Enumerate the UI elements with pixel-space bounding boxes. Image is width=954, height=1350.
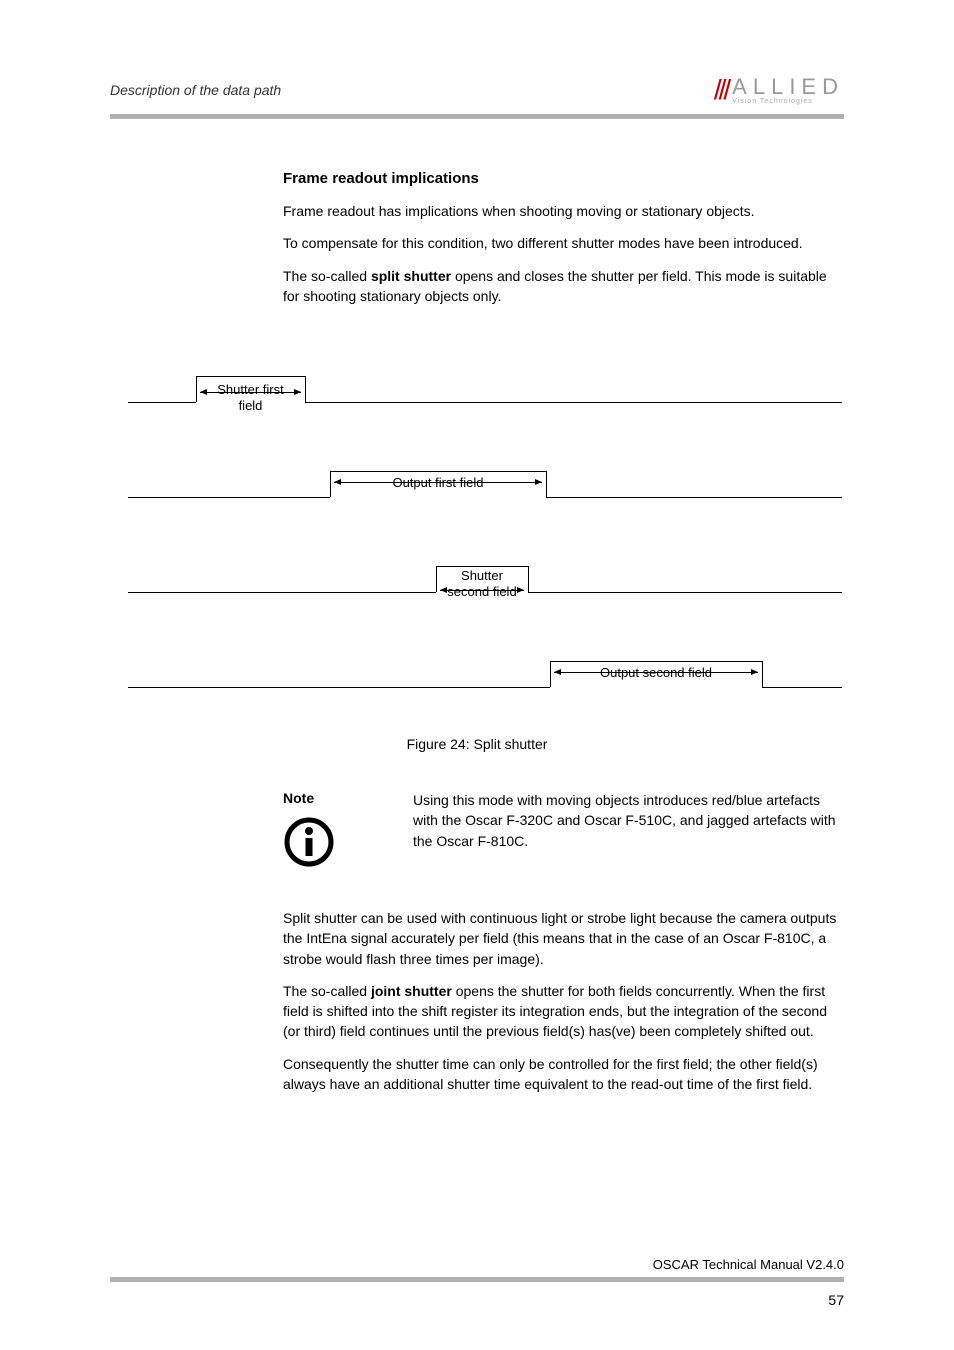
row1-arrow: [200, 392, 301, 393]
body2-p1: Split shutter can be used with continuou…: [283, 908, 844, 969]
row2-fall: [546, 471, 547, 497]
row3-high: [436, 566, 528, 567]
p3-term: split shutter: [371, 268, 451, 284]
paragraph-1: Frame readout has implications when shoo…: [283, 201, 844, 221]
row2-baseline-right: [546, 497, 842, 498]
row2-arrow: [334, 482, 542, 483]
timing-diagram: Shutter first field Output first field S…: [110, 342, 844, 722]
footer-rule: [110, 1277, 844, 1282]
row1-label-l2: field: [239, 398, 263, 413]
body2-p2-pre: The so-called: [283, 983, 371, 999]
row1-high: [196, 376, 305, 377]
brand-logo: /// ALLIED Vision Technologies: [714, 74, 844, 106]
footer-text: OSCAR Technical Manual V2.4.0: [110, 1257, 844, 1272]
row3-fall: [528, 566, 529, 592]
p3-pre: The so-called: [283, 268, 371, 284]
header-title: Description of the data path: [110, 82, 281, 98]
row3-label-l2: second field: [447, 584, 516, 599]
row4-fall: [762, 661, 763, 687]
row4-high: [550, 661, 762, 662]
row3-label: Shutter second field: [436, 568, 528, 599]
row2-high: [330, 471, 546, 472]
logo-brand-text: ALLIED: [732, 76, 844, 98]
page-number: 57: [828, 1292, 844, 1308]
row4-baseline-left: [128, 687, 550, 688]
row4-arrow: [554, 672, 758, 673]
row3-baseline-right: [528, 592, 842, 593]
logo-sub-text: Vision Technologies: [732, 98, 844, 105]
body2-p3: Consequently the shutter time can only b…: [283, 1054, 844, 1095]
body2-p2-term: joint shutter: [371, 983, 452, 999]
row3-arrow: [440, 590, 524, 591]
paragraph-2: To compensate for this condition, two di…: [283, 233, 844, 253]
row4-baseline-right: [762, 687, 842, 688]
content-bottom: Split shutter can be used with continuou…: [283, 908, 844, 1106]
note-block: Note Using this mode with moving objects…: [283, 790, 844, 868]
paragraph-3: The so-called split shutter opens and cl…: [283, 266, 844, 307]
note-label-column: Note: [283, 790, 383, 868]
row1-label-l1: Shutter first: [217, 382, 283, 397]
row1-baseline-right: [305, 402, 842, 403]
page-header: Description of the data path /// ALLIED …: [110, 70, 844, 110]
row3-label-l1: Shutter: [461, 568, 503, 583]
figure-caption: Figure 24: Split shutter: [0, 736, 954, 752]
row2-baseline-left: [128, 497, 330, 498]
note-text: Using this mode with moving objects intr…: [413, 790, 844, 851]
row3-baseline-left: [128, 592, 436, 593]
row1-fall: [305, 376, 306, 402]
body2-p2: The so-called joint shutter opens the sh…: [283, 981, 844, 1042]
logo-text-wrap: ALLIED Vision Technologies: [732, 76, 844, 105]
logo-slashes-icon: ///: [714, 74, 728, 106]
row1-baseline-left: [128, 402, 196, 403]
note-label: Note: [283, 790, 383, 806]
section-heading: Frame readout implications: [283, 170, 844, 187]
content-top: Frame readout implications Frame readout…: [283, 170, 844, 318]
info-icon: [283, 816, 383, 868]
row1-label: Shutter first field: [196, 382, 305, 413]
header-rule: [110, 114, 844, 119]
